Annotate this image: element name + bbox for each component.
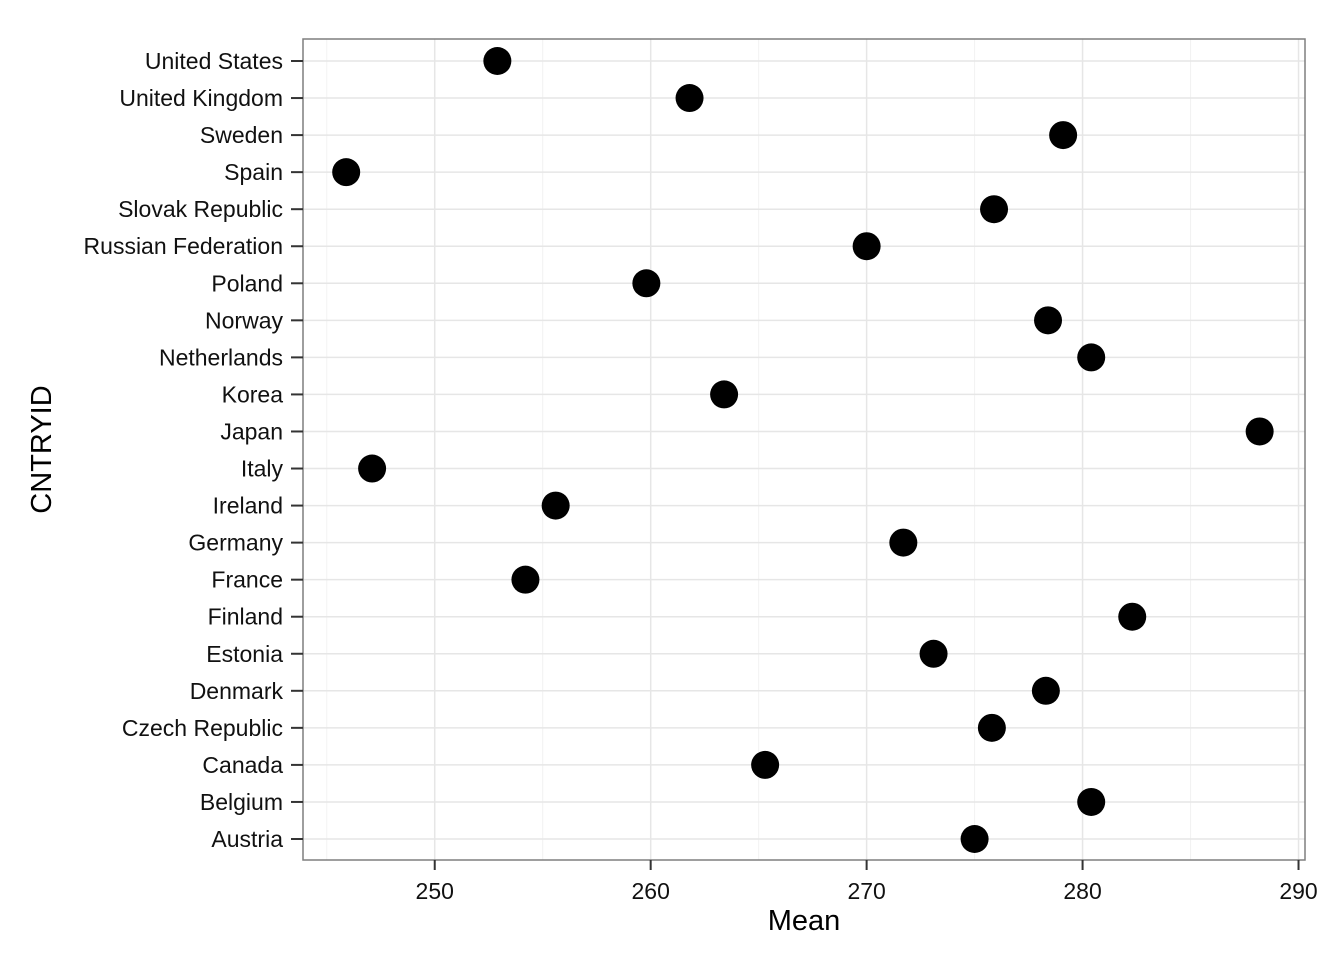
- data-point: [332, 158, 361, 187]
- x-tick-label: 250: [416, 878, 454, 904]
- y-tick-label: United Kingdom: [119, 85, 283, 111]
- data-point: [483, 47, 512, 75]
- y-tick-label: Belgium: [200, 789, 283, 815]
- y-tick-label: Japan: [220, 418, 283, 444]
- data-point: [1077, 343, 1106, 372]
- data-point: [980, 195, 1009, 224]
- data-point: [1118, 602, 1147, 631]
- data-point: [852, 232, 881, 261]
- y-tick-label: Poland: [211, 270, 283, 296]
- data-point: [511, 565, 540, 594]
- data-point: [710, 380, 739, 409]
- y-tick-label: Slovak Republic: [118, 196, 283, 222]
- x-tick-label: 290: [1279, 878, 1317, 904]
- data-point: [675, 84, 704, 113]
- data-point: [977, 713, 1006, 742]
- data-point: [1034, 306, 1063, 335]
- y-tick-label: Italy: [241, 456, 284, 482]
- y-tick-label: Austria: [211, 826, 283, 852]
- data-point: [960, 825, 989, 853]
- y-tick-label: Korea: [222, 381, 284, 407]
- data-point: [1031, 676, 1060, 705]
- x-tick-label: 270: [847, 878, 885, 904]
- y-tick-label: Denmark: [190, 678, 284, 704]
- y-axis-title: CNTRYID: [26, 385, 58, 513]
- data-point: [919, 639, 948, 668]
- data-points: [332, 47, 1274, 853]
- data-point: [889, 528, 918, 557]
- minor-gridlines: [326, 39, 1192, 860]
- y-tick-label: Germany: [188, 530, 283, 556]
- y-axis: Austria Belgium Canada Czech Republic Denmar…: [84, 48, 303, 852]
- data-point: [358, 454, 387, 483]
- y-tick-label: Russian Federation: [84, 233, 283, 259]
- plot-panel-border: [302, 38, 1306, 861]
- y-tick-label: United States: [145, 48, 283, 74]
- y-tick-label: Netherlands: [159, 344, 283, 370]
- data-point: [1245, 417, 1274, 446]
- x-tick-label: 260: [631, 878, 669, 904]
- major-gridlines: [303, 39, 1305, 860]
- y-tick-label: Sweden: [200, 122, 283, 148]
- data-point: [1049, 121, 1078, 150]
- y-tick-label: Finland: [208, 604, 283, 630]
- x-tick-label: 280: [1063, 878, 1101, 904]
- data-point: [751, 750, 780, 779]
- y-tick-label: Estonia: [206, 641, 283, 667]
- x-axis-title: Mean: [768, 905, 841, 937]
- y-tick-label: Ireland: [213, 493, 283, 519]
- data-point: [632, 269, 661, 298]
- y-tick-label: Spain: [224, 159, 283, 185]
- x-axis: 250 260 270 280 290: [416, 860, 1318, 904]
- y-tick-label: Canada: [202, 752, 283, 778]
- y-tick-label: France: [211, 567, 283, 593]
- data-point: [1077, 787, 1106, 816]
- y-tick-label: Norway: [205, 307, 283, 333]
- data-point: [541, 491, 570, 520]
- y-tick-label: Czech Republic: [122, 715, 283, 741]
